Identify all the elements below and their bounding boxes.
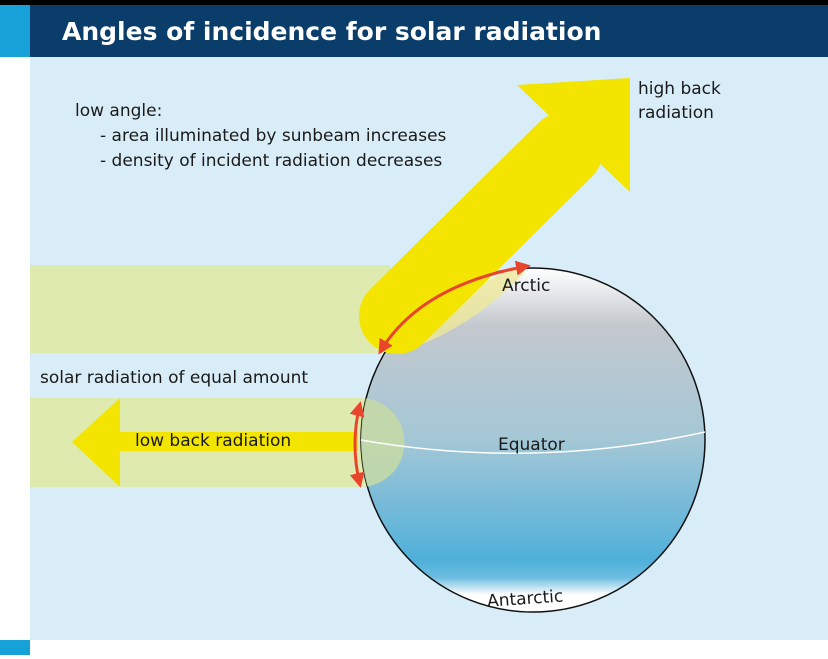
- lower-arc: [349, 401, 365, 488]
- high-back-label: radiation: [638, 103, 714, 123]
- bottom-accent: [0, 640, 30, 655]
- header-title: Angles of incidence for solar radiation: [62, 17, 601, 46]
- back-radiation-arrowhead: [72, 398, 120, 487]
- upper-arc: [378, 260, 531, 355]
- equator-label: Equator: [498, 435, 565, 455]
- back-radiation-shaft: [118, 432, 358, 451]
- note-line: - area illuminated by sunbeam increases: [100, 126, 447, 146]
- top-strip: [0, 0, 828, 5]
- reflected-arrowhead: [517, 78, 630, 192]
- high-back-label: high back: [638, 79, 721, 99]
- note-line: - density of incident radiation decrease…: [100, 151, 442, 171]
- low-back-label: low back radiation: [135, 431, 291, 451]
- equal-amount-label: solar radiation of equal amount: [40, 368, 308, 388]
- arctic-label: Arctic: [502, 276, 550, 296]
- lower-beam-footprint: [361, 398, 405, 487]
- header-bar: [30, 5, 828, 57]
- equator-line: [360, 431, 706, 454]
- left-accent: [0, 5, 30, 57]
- note-heading: low angle:: [75, 101, 162, 121]
- upper-beam: [30, 265, 390, 353]
